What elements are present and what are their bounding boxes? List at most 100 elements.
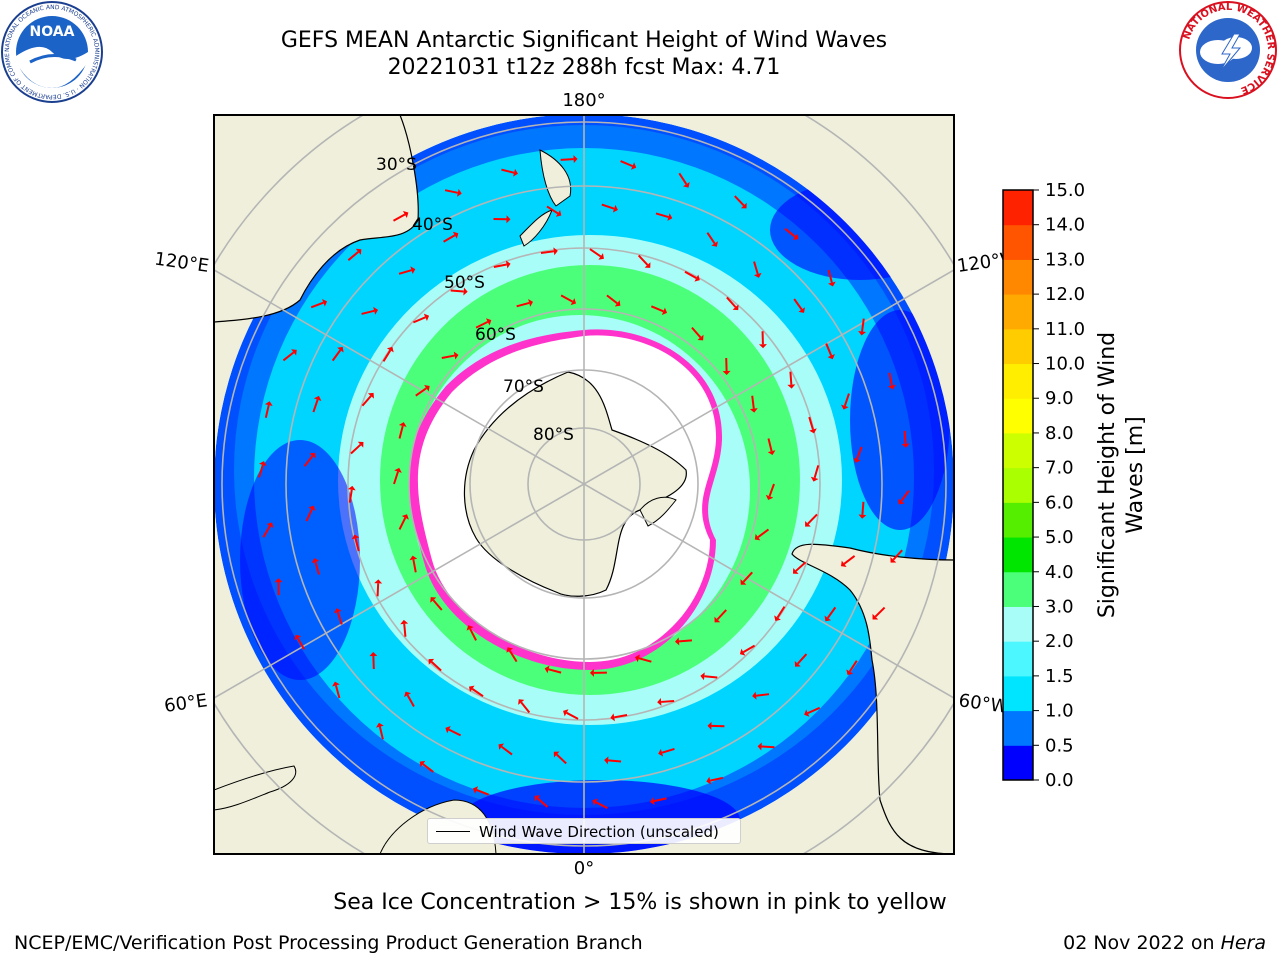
lat-label-80s: 80°S: [533, 425, 574, 445]
wind-wave-arrow: [892, 549, 903, 561]
colorbar-tick-label: 0.5: [1045, 735, 1074, 756]
wind-wave-arrow: [354, 538, 360, 552]
wind-wave-arrowhead: [472, 786, 479, 794]
wind-wave-arrow: [742, 571, 753, 583]
wind-wave-arrow: [638, 657, 652, 663]
wind-wave-arrow: [536, 797, 549, 808]
wind-wave-arrowhead: [774, 615, 781, 621]
wind-wave-arrowhead: [824, 615, 832, 622]
wind-wave-arrowhead: [598, 253, 604, 260]
wind-wave-arrow: [650, 305, 664, 313]
wind-wave-arrowhead: [553, 247, 558, 256]
wind-wave-arrow: [807, 706, 821, 715]
wind-wave-arrowhead: [858, 330, 867, 336]
wind-wave-arrowhead: [410, 266, 416, 275]
colorbar-tick-label: 6.0: [1045, 492, 1074, 513]
wind-wave-arrow: [548, 668, 562, 674]
lat-label-30s: 30°S: [376, 155, 417, 175]
wind-wave-arrowhead: [804, 709, 810, 717]
wind-wave-arrow: [601, 203, 615, 210]
wind-wave-arrowhead: [604, 756, 609, 765]
wind-wave-arrowhead: [291, 349, 297, 356]
wind-wave-arrow: [448, 728, 462, 737]
wind-wave-arrow: [900, 490, 910, 502]
wind-wave-arrowhead: [757, 742, 762, 751]
nws-logo: NATIONAL WEATHER SERVICE: [1179, 1, 1277, 99]
wind-wave-arrowhead: [758, 344, 767, 349]
map-legend: Wind Wave Direction (unscaled): [427, 818, 741, 844]
wind-wave-arrow: [493, 263, 507, 268]
colorbar-swatch: [1003, 224, 1033, 260]
wind-wave-arrow: [734, 195, 745, 207]
wind-wave-arrowhead: [544, 665, 550, 674]
wind-wave-arrow: [398, 269, 412, 275]
svg-text:Significant Height of Wind: Significant Height of Wind: [1095, 332, 1120, 618]
wind-wave-arrowhead: [563, 709, 569, 717]
colorbar-swatch: [1003, 294, 1033, 330]
wind-wave-arrow: [432, 599, 443, 611]
wind-wave-arrowhead: [754, 533, 761, 541]
wind-wave-arrow: [637, 254, 649, 266]
wind-wave-arrow: [406, 694, 415, 707]
wind-wave-arrowhead: [667, 213, 673, 221]
lon-label-0: 0°: [574, 858, 594, 879]
colorbar-swatch: [1003, 328, 1033, 365]
chart-subtitle: 20221031 t12z 288h fcst Max: 4.71: [387, 55, 781, 80]
colorbar-tick-label: 10.0: [1045, 354, 1085, 375]
wind-wave-arrow: [776, 606, 786, 619]
colorbar-tick-label: 1.0: [1045, 701, 1074, 722]
antarctica-land: [463, 371, 687, 597]
wind-wave-arrowhead: [400, 619, 409, 625]
wind-wave-arrow: [262, 525, 271, 538]
wind-wave-arrow: [655, 212, 669, 219]
wind-wave-arrow: [726, 296, 737, 308]
africa-land: [214, 765, 297, 811]
colorbar-swatch: [1003, 675, 1033, 712]
wind-wave-arrowhead: [453, 351, 459, 360]
wind-wave-arrow: [469, 628, 477, 641]
wind-wave-arrowhead: [794, 661, 801, 667]
wind-wave-arrowhead: [347, 485, 356, 491]
wind-wave-arrow: [661, 748, 675, 754]
wind-wave-arrow: [742, 644, 756, 654]
wind-wave-arrowhead: [404, 691, 412, 698]
wind-wave-arrowhead: [309, 452, 316, 459]
colorbar-swatch: [1003, 571, 1033, 607]
wind-wave-arrowhead: [553, 751, 560, 758]
wind-wave-arrowhead: [266, 522, 274, 529]
wind-wave-arrow: [813, 465, 820, 479]
wind-wave-arrow: [825, 343, 833, 356]
colorbar-swatch: [1003, 710, 1033, 746]
colorbar-swatch: [1003, 363, 1033, 399]
wind-wave-arrowhead: [398, 422, 407, 427]
chart-title: GEFS MEAN Antarctic Significant Height o…: [280, 28, 888, 53]
wind-wave-arrowhead: [827, 281, 836, 287]
wind-wave-arrow: [282, 351, 295, 362]
wind-wave-arrow: [848, 660, 858, 673]
wind-wave-arrowhead: [452, 231, 459, 239]
wind-wave-arrowhead: [555, 210, 562, 217]
wind-wave-arrow: [501, 745, 513, 756]
wind-wave-arrowhead: [463, 287, 468, 296]
wind-wave-arrow: [903, 430, 907, 444]
wind-wave-arrow: [336, 611, 343, 625]
wind-wave-arrowhead: [337, 346, 344, 353]
wind-wave-arrow: [678, 172, 688, 185]
wind-wave-arrowhead: [740, 202, 747, 209]
wind-wave-arrowhead: [674, 637, 680, 646]
wind-wave-arrow: [540, 250, 554, 254]
wind-wave-arrow: [361, 395, 372, 407]
wind-wave-arrowhead: [419, 760, 426, 768]
wind-wave-arrowhead: [752, 691, 757, 700]
wind-wave-arrowhead: [428, 658, 435, 665]
wind-wave-arrowhead: [258, 461, 267, 467]
wind-wave-arrowhead: [374, 579, 383, 584]
wind-wave-arrow: [653, 797, 667, 803]
wind-wave-arrow: [757, 528, 770, 538]
wind-wave-arrowhead: [753, 272, 762, 278]
credit-line: NCEP/EMC/Verification Post Processing Pr…: [14, 932, 643, 954]
colorbar-tick-label: 13.0: [1045, 249, 1085, 270]
wind-wave-arrow: [393, 471, 399, 485]
wind-wave-arrow: [376, 583, 380, 597]
